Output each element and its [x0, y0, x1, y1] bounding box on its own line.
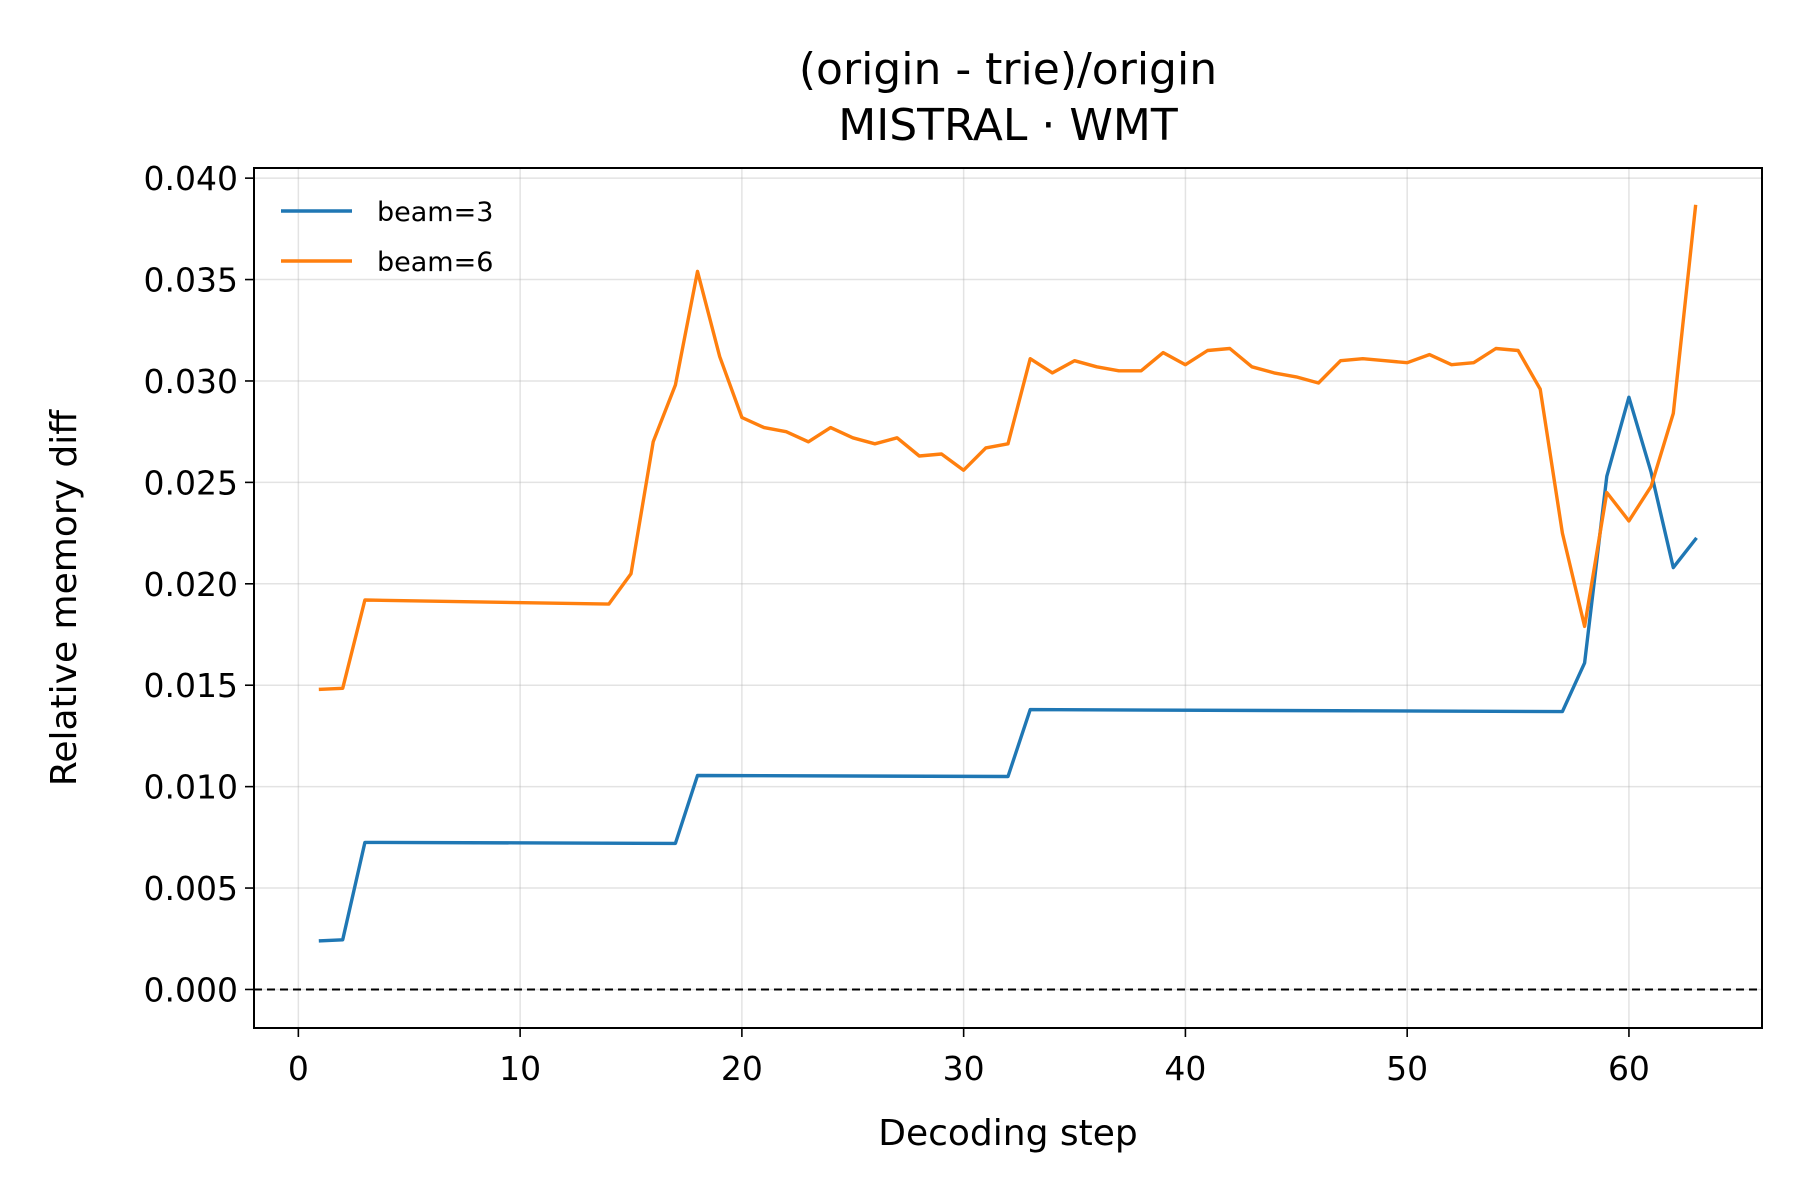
- y-tick-label: 0.030: [144, 362, 238, 401]
- y-tick-label: 0.035: [144, 261, 238, 300]
- chart-title: (origin - trie)/origin: [799, 44, 1217, 95]
- legend: beam=3 beam=6: [281, 197, 493, 278]
- x-tick-label: 0: [288, 1049, 309, 1088]
- y-axis-label: Relative memory diff: [44, 409, 85, 786]
- y-tick-label: 0.005: [144, 869, 238, 908]
- x-tick-label: 20: [721, 1049, 763, 1088]
- series-layer: [318, 204, 1698, 943]
- legend-label-beam-6: beam=6: [377, 247, 493, 278]
- x-tick-label: 10: [499, 1049, 541, 1088]
- x-axis-ticks: 0 10 20 30 40 50 60: [288, 1028, 1650, 1088]
- chart-subtitle: MISTRAL · WMT: [838, 100, 1178, 151]
- series-line-beam-6: [318, 204, 1698, 692]
- grid: [254, 168, 1762, 1028]
- y-tick-label: 0.000: [144, 970, 238, 1009]
- x-tick-label: 60: [1608, 1049, 1650, 1088]
- y-axis-ticks: 0.000 0.005 0.010 0.015 0.020 0.025 0.030 0.035…: [144, 159, 254, 1009]
- series-line-beam-3: [318, 395, 1698, 943]
- x-axis-label: Decoding step: [878, 1113, 1138, 1154]
- legend-label-beam-3: beam=3: [377, 197, 493, 228]
- y-tick-label: 0.040: [144, 159, 238, 198]
- x-tick-label: 40: [1164, 1049, 1206, 1088]
- y-tick-label: 0.015: [144, 666, 238, 705]
- y-tick-label: 0.020: [144, 565, 238, 604]
- x-tick-label: 30: [943, 1049, 985, 1088]
- plot-frame: [253, 167, 1763, 1029]
- y-tick-label: 0.025: [144, 463, 238, 502]
- y-tick-label: 0.010: [144, 768, 238, 807]
- x-tick-label: 50: [1386, 1049, 1428, 1088]
